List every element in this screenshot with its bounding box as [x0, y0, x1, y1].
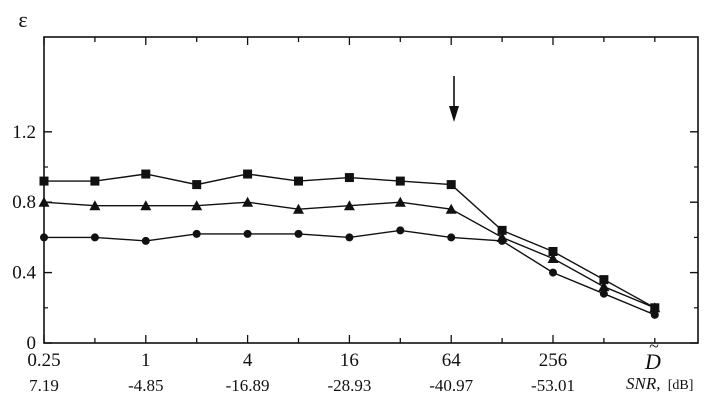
y-tick-label: 0: [27, 333, 37, 354]
snr-tick-label: -53.01: [531, 376, 575, 395]
data-point-square: [243, 169, 253, 179]
data-point-circle: [599, 289, 608, 298]
x-tick-label: 0.25: [27, 350, 60, 371]
series-line-circle: [44, 229, 656, 316]
data-point-circle: [243, 229, 252, 238]
data-point-square: [141, 169, 151, 179]
data-point-circle: [345, 233, 354, 242]
y-axis-label: ε: [18, 7, 27, 32]
tilde-glyph: ~: [649, 336, 659, 356]
data-point-triangle: [191, 200, 203, 211]
data-point-square: [548, 246, 558, 256]
data-point-square: [344, 173, 354, 183]
data-point-circle: [192, 229, 201, 238]
data-point-square: [39, 176, 49, 186]
data-point-square: [395, 176, 405, 186]
x-tick-label: 1: [141, 350, 151, 371]
data-point-circle: [549, 268, 557, 277]
data-point-triangle: [89, 200, 101, 211]
ticks: [43, 37, 698, 344]
data-point-circle: [141, 236, 150, 245]
snr-tick-label: -28.93: [327, 376, 371, 395]
x-tick-label: 64: [442, 350, 462, 371]
data-point-circle: [498, 236, 507, 245]
series-markers: [38, 169, 661, 319]
plot-frame: [43, 36, 699, 344]
data-point-square: [90, 176, 100, 186]
data-point-square: [294, 176, 303, 186]
snr-unit-text: [dB]: [668, 378, 694, 393]
data-point-triangle: [394, 196, 406, 207]
data-point-circle: [650, 310, 659, 319]
data-point-triangle: [242, 196, 254, 207]
data-point-triangle: [649, 302, 661, 313]
data-point-triangle: [140, 200, 152, 211]
snr-axis-label: SNR, [dB]: [626, 374, 693, 393]
series-lines: [43, 173, 656, 316]
annotation-arrow: [449, 76, 459, 122]
data-point-circle: [396, 226, 405, 235]
y-tick-label: 0.8: [12, 192, 36, 213]
snr-tick-label: -4.85: [128, 376, 163, 395]
d-tilde-text: D: [644, 349, 661, 374]
data-point-square: [497, 225, 507, 235]
x-tick-label: 4: [243, 350, 253, 371]
data-point-triangle: [293, 203, 304, 214]
data-point-triangle: [547, 253, 559, 264]
y-tick-label: 1.2: [12, 122, 36, 143]
data-point-square: [599, 275, 609, 285]
snr-tick-label: 7.19: [29, 376, 59, 395]
data-point-circle: [294, 229, 303, 238]
x-tick-label: 16: [340, 350, 359, 371]
y-tick-label: 0.4: [12, 263, 36, 284]
x-tick-label: 256: [539, 350, 568, 371]
data-point-circle: [40, 233, 48, 242]
data-point-triangle: [445, 203, 457, 214]
data-point-circle: [90, 233, 99, 242]
data-point-triangle: [38, 196, 50, 207]
snr-label-text: SNR,: [626, 374, 660, 393]
snr-tick-label: -16.89: [226, 376, 270, 395]
tick-labels: 0 0.4 0.8 1.2 0.25 7.19 1 -4.85 4 -16.89 16 -28.93 6…: [12, 122, 575, 395]
data-point-square: [192, 180, 202, 190]
snr-tick-label: -40.97: [429, 376, 473, 395]
d-tilde-label: D ~: [644, 336, 661, 374]
data-point-circle: [447, 233, 456, 242]
data-point-triangle: [343, 200, 355, 211]
series-line-triangle: [43, 201, 656, 309]
data-point-square: [446, 180, 456, 190]
data-point-triangle: [598, 281, 610, 292]
